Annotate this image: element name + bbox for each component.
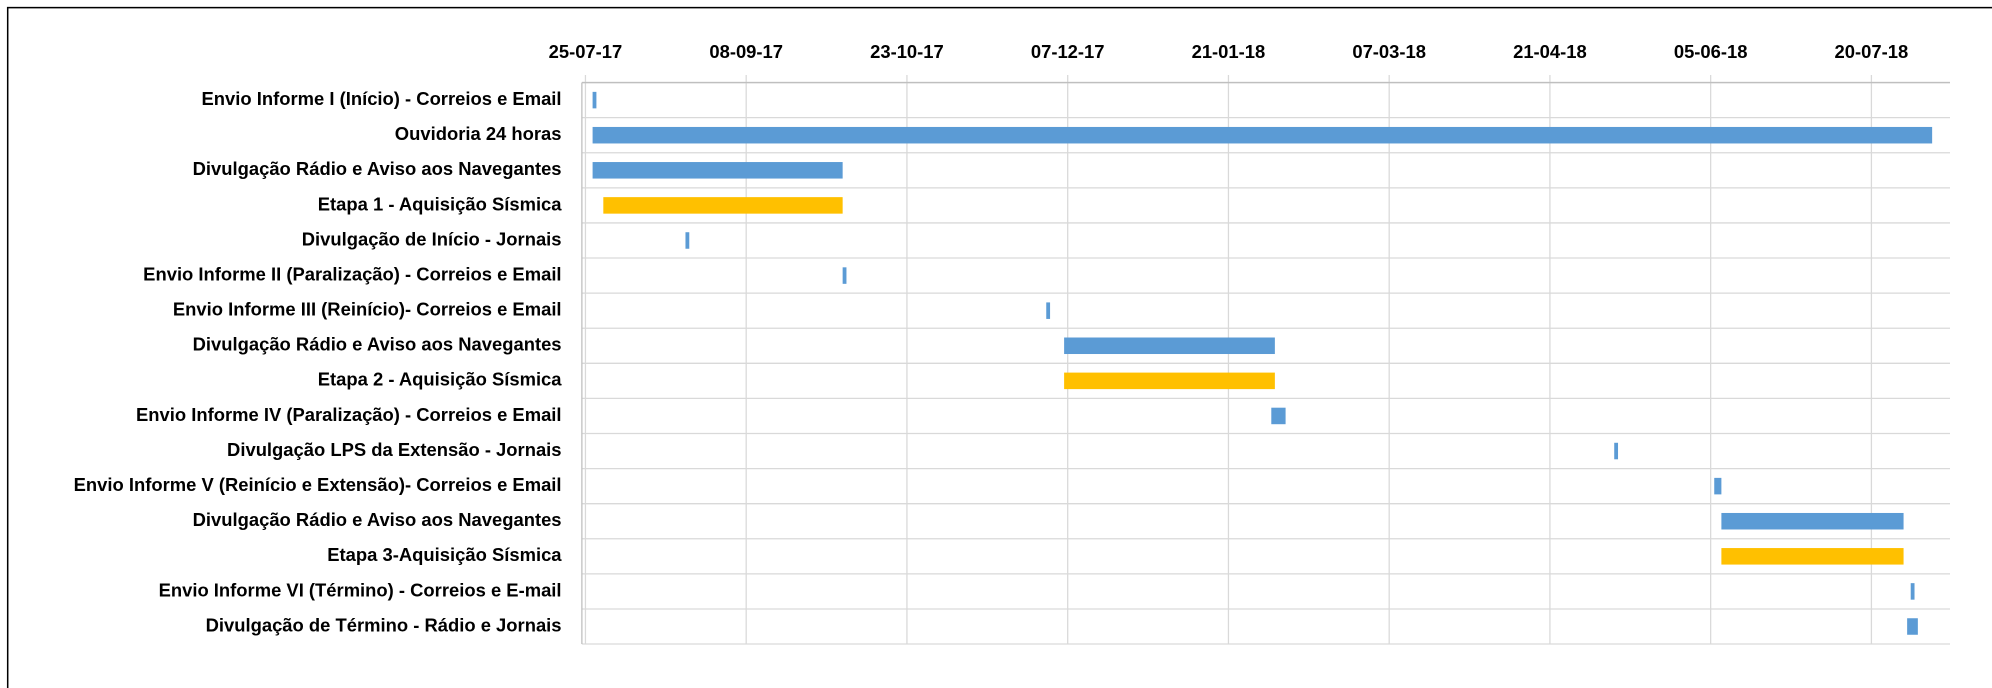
x-tick-label: 21-01-18	[1192, 41, 1266, 62]
task-bar	[592, 91, 597, 109]
task-label: Etapa 1 - Aquisição Sísmica	[318, 193, 563, 214]
task-bar	[1064, 337, 1275, 355]
task-label: Envio Informe IV (Paralização) - Correio…	[136, 404, 562, 425]
task-label: Envio Informe VI (Término) - Correios e …	[159, 579, 562, 600]
task-bar	[592, 126, 1933, 144]
task-label: Divulgação Rádio e Aviso aos Navegantes	[193, 158, 562, 179]
x-tick-label: 08-09-17	[709, 41, 783, 62]
x-tick-label: 07-12-17	[1031, 41, 1105, 62]
x-tick-label: 20-07-18	[1835, 41, 1909, 62]
task-bar	[1064, 372, 1275, 390]
task-label: Divulgação LPS da Extensão - Jornais	[227, 439, 562, 460]
x-tick-label: 25-07-17	[549, 41, 623, 62]
task-label: Divulgação Rádio e Aviso aos Navegantes	[193, 334, 562, 355]
task-bar	[1614, 442, 1619, 460]
task-bar	[1046, 302, 1051, 319]
task-bar	[603, 197, 843, 214]
x-tick-label: 07-03-18	[1352, 41, 1426, 62]
task-label: Etapa 2 - Aquisição Sísmica	[318, 369, 563, 390]
task-bar	[842, 267, 847, 284]
task-label: Envio Informe III (Reinício)- Correios e…	[173, 299, 562, 320]
chart-border	[6, 6, 1992, 688]
task-label: Divulgação Rádio e Aviso aos Navegantes	[193, 509, 562, 530]
task-label: Divulgação de Término - Rádio e Jornais	[206, 614, 562, 635]
task-label: Divulgação de Início - Jornais	[302, 228, 562, 249]
task-label: Envio Informe I (Início) - Correios e Em…	[202, 88, 562, 109]
task-label: Ouvidoria 24 horas	[395, 123, 562, 144]
x-tick-label: 05-06-18	[1674, 41, 1748, 62]
task-bar	[1714, 477, 1722, 495]
task-bar	[1721, 548, 1904, 565]
task-bar	[1907, 618, 1918, 635]
task-label: Etapa 3-Aquisição Sísmica	[327, 544, 562, 565]
task-label: Envio Informe V (Reinício e Extensão)- C…	[74, 474, 562, 495]
task-bar	[685, 232, 690, 249]
x-tick-label: 23-10-17	[870, 41, 944, 62]
task-label: Envio Informe II (Paralização) - Correio…	[143, 263, 561, 284]
task-bar	[1910, 583, 1915, 600]
task-bar	[1271, 407, 1286, 425]
task-bar	[592, 162, 843, 179]
task-bar	[1721, 512, 1904, 530]
x-tick-label: 21-04-18	[1513, 41, 1587, 62]
